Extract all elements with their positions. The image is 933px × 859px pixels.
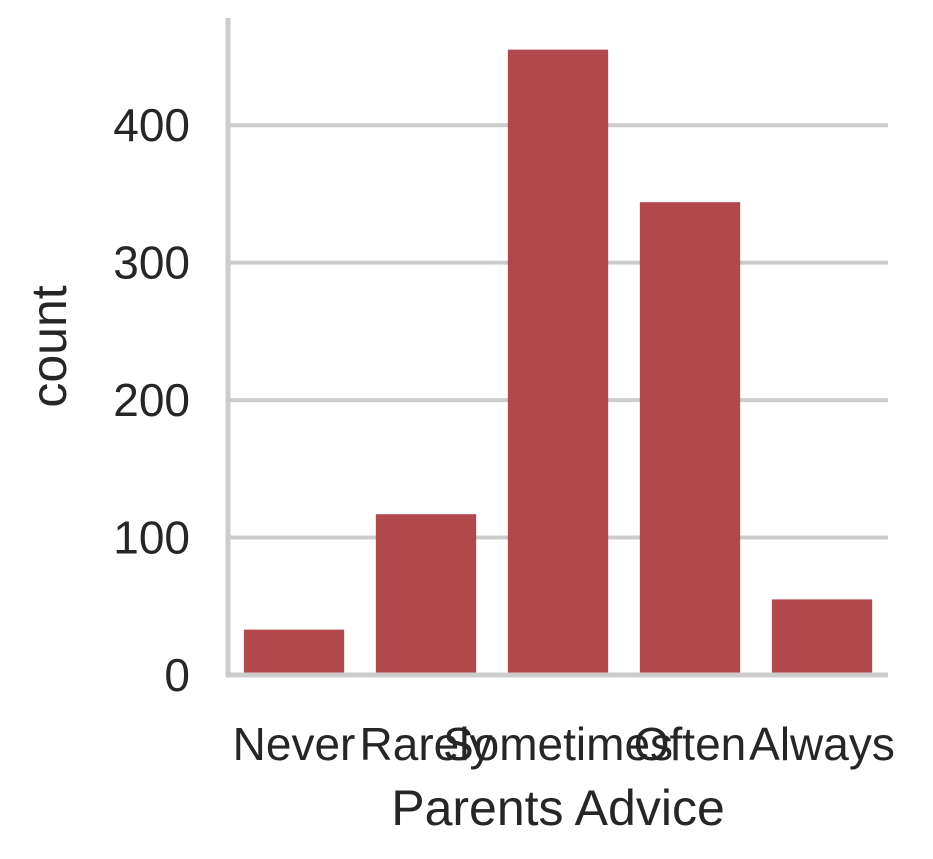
y-tick-label-400: 400	[113, 99, 190, 151]
bar-never	[243, 629, 345, 675]
x-axis-title: Parents Advice	[391, 780, 725, 836]
bar-often	[639, 202, 741, 675]
y-tick-label-0: 0	[164, 649, 190, 701]
bar-rarely	[375, 514, 477, 675]
x-tick-label-rarely: Rarely	[360, 718, 493, 770]
axes	[225, 18, 888, 678]
x-tick-label-always: Always	[749, 718, 895, 770]
bar-always	[771, 599, 873, 675]
y-tick-labels: 0 100 200 300 400	[113, 99, 190, 701]
y-tick-label-100: 100	[113, 512, 190, 564]
x-tick-label-sometimes: Sometimes	[443, 718, 673, 770]
x-tick-label-never: Never	[233, 718, 356, 770]
bar-sometimes	[507, 49, 609, 675]
bars	[243, 49, 873, 675]
y-tick-label-300: 300	[113, 237, 190, 289]
y-tick-label-200: 200	[113, 374, 190, 426]
y-axis-title: count	[21, 285, 77, 407]
x-tick-label-often: Often	[634, 718, 747, 770]
